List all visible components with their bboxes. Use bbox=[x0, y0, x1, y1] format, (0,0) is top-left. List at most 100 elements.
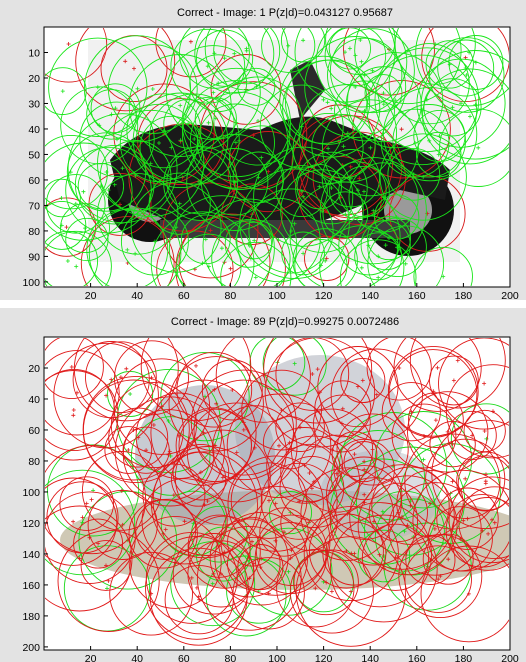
feature-center-mark bbox=[324, 580, 329, 585]
feature-circle bbox=[347, 52, 444, 149]
feature-circle bbox=[224, 220, 273, 268]
feature-circle bbox=[74, 144, 155, 225]
feature-circle bbox=[445, 364, 509, 459]
feature-center-mark bbox=[84, 501, 89, 506]
feature-circle bbox=[141, 478, 228, 565]
feature-circle bbox=[113, 358, 211, 455]
y-tick-label: 40 bbox=[28, 124, 40, 136]
feature-center-mark bbox=[441, 274, 446, 279]
feature-center-mark bbox=[438, 574, 443, 579]
feature-center-mark bbox=[247, 576, 252, 581]
feature-circle bbox=[324, 28, 387, 87]
feature-center-mark bbox=[491, 409, 495, 414]
y-tick-label: 90 bbox=[28, 251, 40, 263]
feature-center-mark bbox=[192, 137, 197, 141]
feature-center-mark bbox=[405, 523, 410, 528]
feature-center-mark bbox=[393, 98, 398, 103]
x-tick-label: 200 bbox=[501, 653, 519, 662]
feature-circle bbox=[60, 203, 110, 254]
feature-center-mark bbox=[213, 116, 218, 121]
x-tick-label: 20 bbox=[85, 290, 97, 302]
feature-circle bbox=[53, 342, 159, 449]
feature-circle bbox=[407, 391, 489, 473]
feature-center-mark bbox=[252, 238, 257, 243]
feature-circle bbox=[126, 93, 202, 169]
feature-circle bbox=[366, 216, 412, 261]
feature-center-mark bbox=[380, 509, 385, 514]
feature-circle bbox=[322, 521, 387, 586]
feature-circle bbox=[79, 101, 155, 177]
feature-center-mark bbox=[186, 121, 191, 126]
feature-center-mark bbox=[301, 251, 306, 256]
feature-center-mark bbox=[64, 225, 69, 230]
y-tick-label: 10 bbox=[28, 47, 40, 59]
feature-circle bbox=[420, 50, 509, 160]
feature-center-mark bbox=[486, 531, 491, 536]
feature-center-mark bbox=[397, 366, 402, 370]
y-tick-label: 50 bbox=[28, 149, 40, 161]
feature-circle bbox=[380, 108, 450, 178]
feature-center-mark bbox=[368, 145, 373, 150]
feature-center-mark bbox=[307, 520, 311, 525]
y-tick-label: 20 bbox=[28, 73, 40, 85]
x-tick-label: 160 bbox=[408, 290, 426, 302]
feature-circle bbox=[387, 147, 441, 201]
feature-circle bbox=[371, 466, 450, 545]
feature-circle bbox=[259, 507, 309, 557]
feature-circle bbox=[175, 213, 286, 286]
feature-center-mark bbox=[171, 493, 176, 498]
feature-circle bbox=[321, 99, 419, 197]
feature-center-mark bbox=[135, 86, 140, 91]
feature-center-mark bbox=[320, 209, 324, 214]
feature-center-mark bbox=[173, 560, 178, 565]
feature-center-mark bbox=[313, 586, 318, 591]
x-tick-label: 120 bbox=[315, 653, 333, 662]
feature-circle bbox=[172, 443, 230, 501]
feature-circle bbox=[176, 351, 253, 428]
feature-circle bbox=[151, 451, 258, 559]
feature-center-mark bbox=[133, 251, 138, 256]
feature-center-mark bbox=[435, 365, 440, 370]
feature-circle bbox=[438, 338, 509, 430]
feature-circle bbox=[87, 489, 158, 560]
feature-center-mark bbox=[455, 358, 460, 363]
feature-center-mark bbox=[149, 591, 154, 596]
feature-center-mark bbox=[348, 589, 353, 594]
x-tick-label: 140 bbox=[361, 290, 379, 302]
feature-center-mark bbox=[150, 87, 155, 91]
feature-center-mark bbox=[273, 501, 278, 506]
feature-center-mark bbox=[133, 173, 138, 178]
feature-center-mark bbox=[459, 101, 463, 106]
feature-center-mark bbox=[259, 155, 264, 160]
feature-center-mark bbox=[131, 428, 136, 432]
face-patch-center bbox=[235, 355, 405, 505]
y-tick-label: 100 bbox=[22, 487, 40, 499]
feature-circle bbox=[429, 355, 479, 406]
feature-circle bbox=[253, 146, 354, 247]
feature-center-mark bbox=[393, 555, 398, 560]
x-tick-label: 120 bbox=[315, 290, 333, 302]
feature-circle bbox=[327, 465, 402, 540]
feature-center-mark bbox=[315, 367, 320, 372]
feature-center-mark bbox=[334, 471, 339, 476]
feature-circle bbox=[393, 338, 482, 412]
feature-circle bbox=[389, 175, 466, 252]
feature-center-mark bbox=[381, 91, 386, 96]
feature-circle bbox=[379, 133, 467, 221]
feature-center-mark bbox=[132, 66, 136, 71]
feature-circle bbox=[339, 239, 417, 286]
feature-circle bbox=[148, 172, 211, 235]
feature-center-mark bbox=[112, 182, 117, 187]
feature-circle bbox=[57, 529, 160, 632]
feature-circle bbox=[329, 28, 415, 114]
feature-center-mark bbox=[205, 499, 210, 503]
feature-circle bbox=[213, 28, 281, 85]
feature-circle bbox=[289, 549, 374, 634]
feature-circle bbox=[421, 28, 509, 103]
feature-center-mark bbox=[353, 53, 358, 58]
feature-circle bbox=[239, 168, 350, 279]
feature-circle bbox=[425, 438, 506, 519]
feature-circle bbox=[72, 341, 150, 419]
feature-circle bbox=[415, 28, 509, 107]
feature-center-mark bbox=[198, 470, 203, 475]
